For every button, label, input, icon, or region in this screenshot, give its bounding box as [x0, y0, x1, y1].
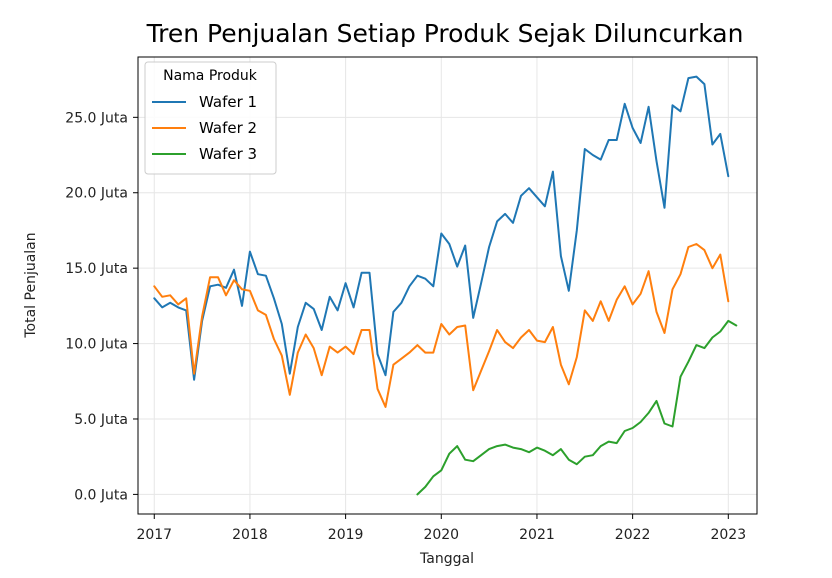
x-tick-label: 2019 [328, 527, 364, 543]
legend-title: Nama Produk [163, 68, 258, 84]
y-axis-label: Total Penjualan [23, 232, 39, 338]
x-tick-label: 2018 [232, 527, 268, 543]
x-tick-label: 2020 [423, 527, 459, 543]
plot-frame [137, 56, 758, 515]
legend-label: Wafer 1 [199, 93, 257, 111]
y-tick-label: 15.0 Juta [65, 261, 128, 277]
series-line-wafer-1 [153, 75, 730, 381]
legend-box [144, 61, 277, 175]
y-tick-label: 5.0 Juta [74, 412, 128, 428]
series-layer [153, 75, 738, 496]
y-tick-label: 20.0 Juta [65, 186, 128, 202]
chart-title: Tren Penjualan Setiap Produk Sejak Dilun… [146, 19, 744, 48]
y-tick-label: 0.0 Juta [74, 487, 128, 503]
x-tick-label: 2017 [136, 527, 172, 543]
x-tick-label: 2023 [710, 527, 746, 543]
legend-label: Wafer 2 [199, 119, 257, 137]
legend-label: Wafer 3 [199, 145, 257, 163]
legend-items: Wafer 1 Wafer 2 Wafer 3 [152, 93, 257, 163]
series-line-wafer-2 [153, 243, 730, 408]
x-tick-label: 2021 [519, 527, 555, 543]
series-line-wafer-3 [416, 319, 738, 496]
x-axis-label: Tanggal [419, 551, 474, 567]
x-tick-label: 2022 [615, 527, 651, 543]
y-tick-label: 10.0 Juta [65, 337, 128, 353]
legend: Nama Produk Wafer 1 Wafer 2 Wafer 3 [144, 61, 277, 175]
y-tick-label: 25.0 Juta [65, 110, 128, 126]
tick-layer: 2017 2018 2019 2020 2021 2022 2023 0.0 Juta 5.0 … [65, 110, 746, 543]
grid-layer [138, 57, 757, 514]
